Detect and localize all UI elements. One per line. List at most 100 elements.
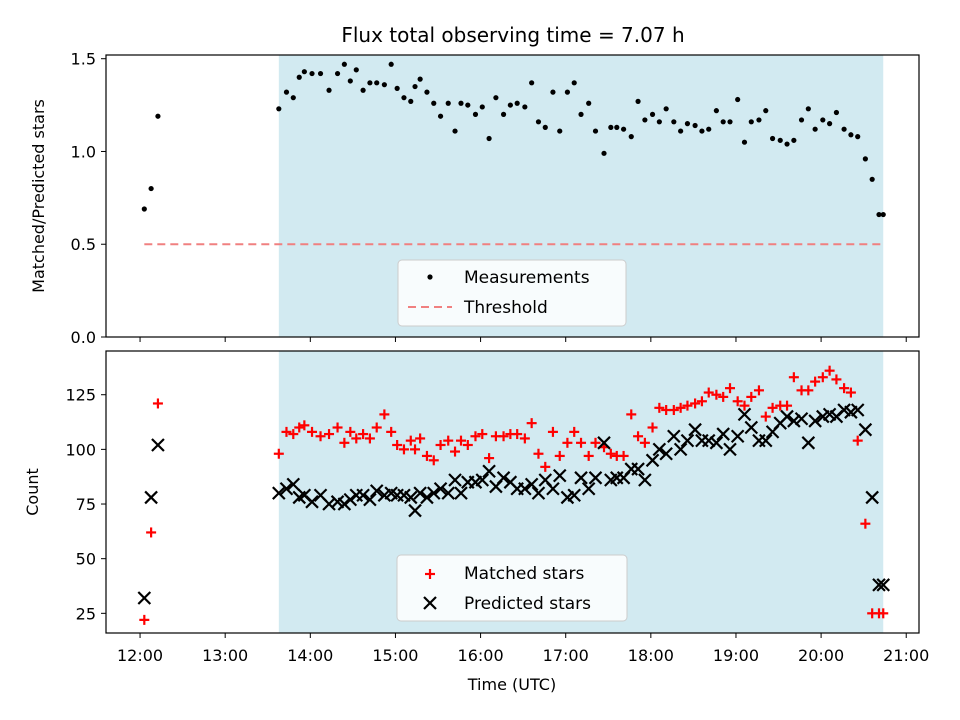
measurement-point: [601, 150, 607, 156]
measurement-point: [394, 85, 400, 91]
measurement-point: [141, 206, 147, 212]
matched-star-point: [512, 429, 523, 440]
measurement-point: [586, 100, 592, 106]
measurement-point: [417, 76, 423, 82]
predicted-star-point: [645, 453, 660, 468]
bottom-y-tick-label: 125: [65, 386, 96, 405]
measurement-point: [820, 117, 826, 123]
matched-star-point: [526, 418, 537, 429]
measurement-point: [741, 139, 748, 145]
matched-star-point: [519, 433, 530, 444]
x-tick-label: 17:00: [543, 646, 589, 665]
predicted-star-point: [876, 578, 891, 592]
measurement-point: [777, 137, 783, 143]
predicted-star-point: [496, 471, 511, 485]
measurement-point: [713, 108, 719, 114]
predicted-star-point: [454, 486, 468, 500]
measurement-point: [479, 104, 485, 110]
matched-star-point: [315, 431, 326, 442]
measurement-point: [360, 87, 366, 93]
measurement-point: [148, 185, 154, 192]
matched-star-point: [788, 372, 799, 383]
x-tick-label: 18:00: [628, 646, 674, 665]
predicted-star-point: [137, 591, 152, 605]
matched-star-point: [533, 448, 544, 459]
legend-measurements-marker: [427, 274, 433, 280]
predicted-stars-series: [137, 403, 891, 605]
predicted-star-point: [667, 429, 681, 444]
predicted-star-point: [865, 490, 879, 505]
predicted-star-point: [588, 471, 603, 485]
matched-star-point: [725, 383, 736, 394]
matched-star-point: [817, 372, 828, 383]
measurement-point: [769, 135, 776, 142]
measurement-point: [522, 104, 528, 110]
measurement-point: [592, 128, 599, 134]
measurement-point: [642, 117, 648, 123]
measurement-point: [763, 108, 769, 114]
matched-star-point: [605, 448, 616, 459]
legend-threshold-label: Threshold: [463, 298, 548, 318]
top-legend: Measurements Threshold: [397, 259, 627, 327]
predicted-star-point: [723, 442, 737, 457]
measurement-point: [452, 128, 458, 134]
matched-star-point: [845, 387, 856, 398]
predicted-star-point: [420, 490, 434, 505]
matched-star-point: [294, 422, 305, 433]
measurement-point: [309, 70, 315, 77]
matched-star-point: [415, 433, 426, 444]
measurement-point: [571, 80, 577, 86]
measurement-point: [301, 69, 307, 75]
matched-star-point: [878, 608, 889, 619]
matched-star-point: [569, 426, 580, 437]
predicted-star-point: [567, 488, 581, 503]
measurement-point: [848, 132, 854, 138]
measurement-point: [341, 61, 347, 67]
matched-star-point: [732, 396, 743, 407]
matched-star-point: [633, 431, 644, 442]
predicted-star-point: [787, 414, 801, 428]
bottom-y-axis-label: Count: [23, 468, 42, 516]
predicted-star-point: [688, 422, 702, 437]
predicted-star-point: [709, 436, 724, 450]
matched-star-point: [398, 444, 409, 455]
matched-star-point: [339, 437, 350, 448]
matched-star-point: [410, 444, 421, 455]
measurement-point: [827, 121, 833, 127]
predicted-star-point: [305, 495, 319, 509]
measurement-point: [445, 100, 451, 106]
bottom-panel: 25 50 75 100 125 12:00 13:00 14:00 15:00 16:00 17…: [23, 350, 929, 694]
matched-star-point: [470, 431, 481, 442]
predicted-star-point: [744, 420, 759, 435]
predicted-star-point: [673, 442, 688, 457]
bottom-legend: Matched stars Predicted stars: [396, 554, 628, 622]
predicted-star-point: [524, 477, 539, 492]
matched-star-point: [690, 398, 701, 409]
measurement-point: [353, 67, 359, 73]
top-y-tick-label: 0.5: [71, 235, 96, 254]
predicted-star-point: [482, 464, 496, 479]
matched-star-point: [760, 411, 771, 422]
x-tick-label: 21:00: [883, 646, 929, 665]
predicted-star-point: [659, 446, 673, 461]
matched-star-point: [540, 461, 551, 472]
measurement-point: [334, 70, 341, 77]
measurement-point: [748, 119, 754, 125]
predicted-star-point: [850, 403, 865, 417]
measurement-point: [486, 135, 492, 142]
matched-star-point: [711, 389, 722, 400]
predicted-star-point: [701, 433, 716, 448]
measurement-point: [431, 100, 437, 106]
matched-star-point: [576, 437, 587, 448]
predicted-star-point: [475, 473, 490, 487]
predicted-star-point: [151, 438, 165, 452]
matched-star-point: [307, 426, 318, 437]
measurement-point: [635, 98, 641, 104]
matched-star-point: [824, 365, 835, 376]
predicted-star-point: [426, 486, 441, 500]
measurement-point: [367, 80, 373, 86]
legend-matched-marker: [425, 569, 435, 579]
measurement-point: [608, 124, 614, 130]
chart-title: Flux total observing time = 7.07 h: [341, 23, 684, 47]
